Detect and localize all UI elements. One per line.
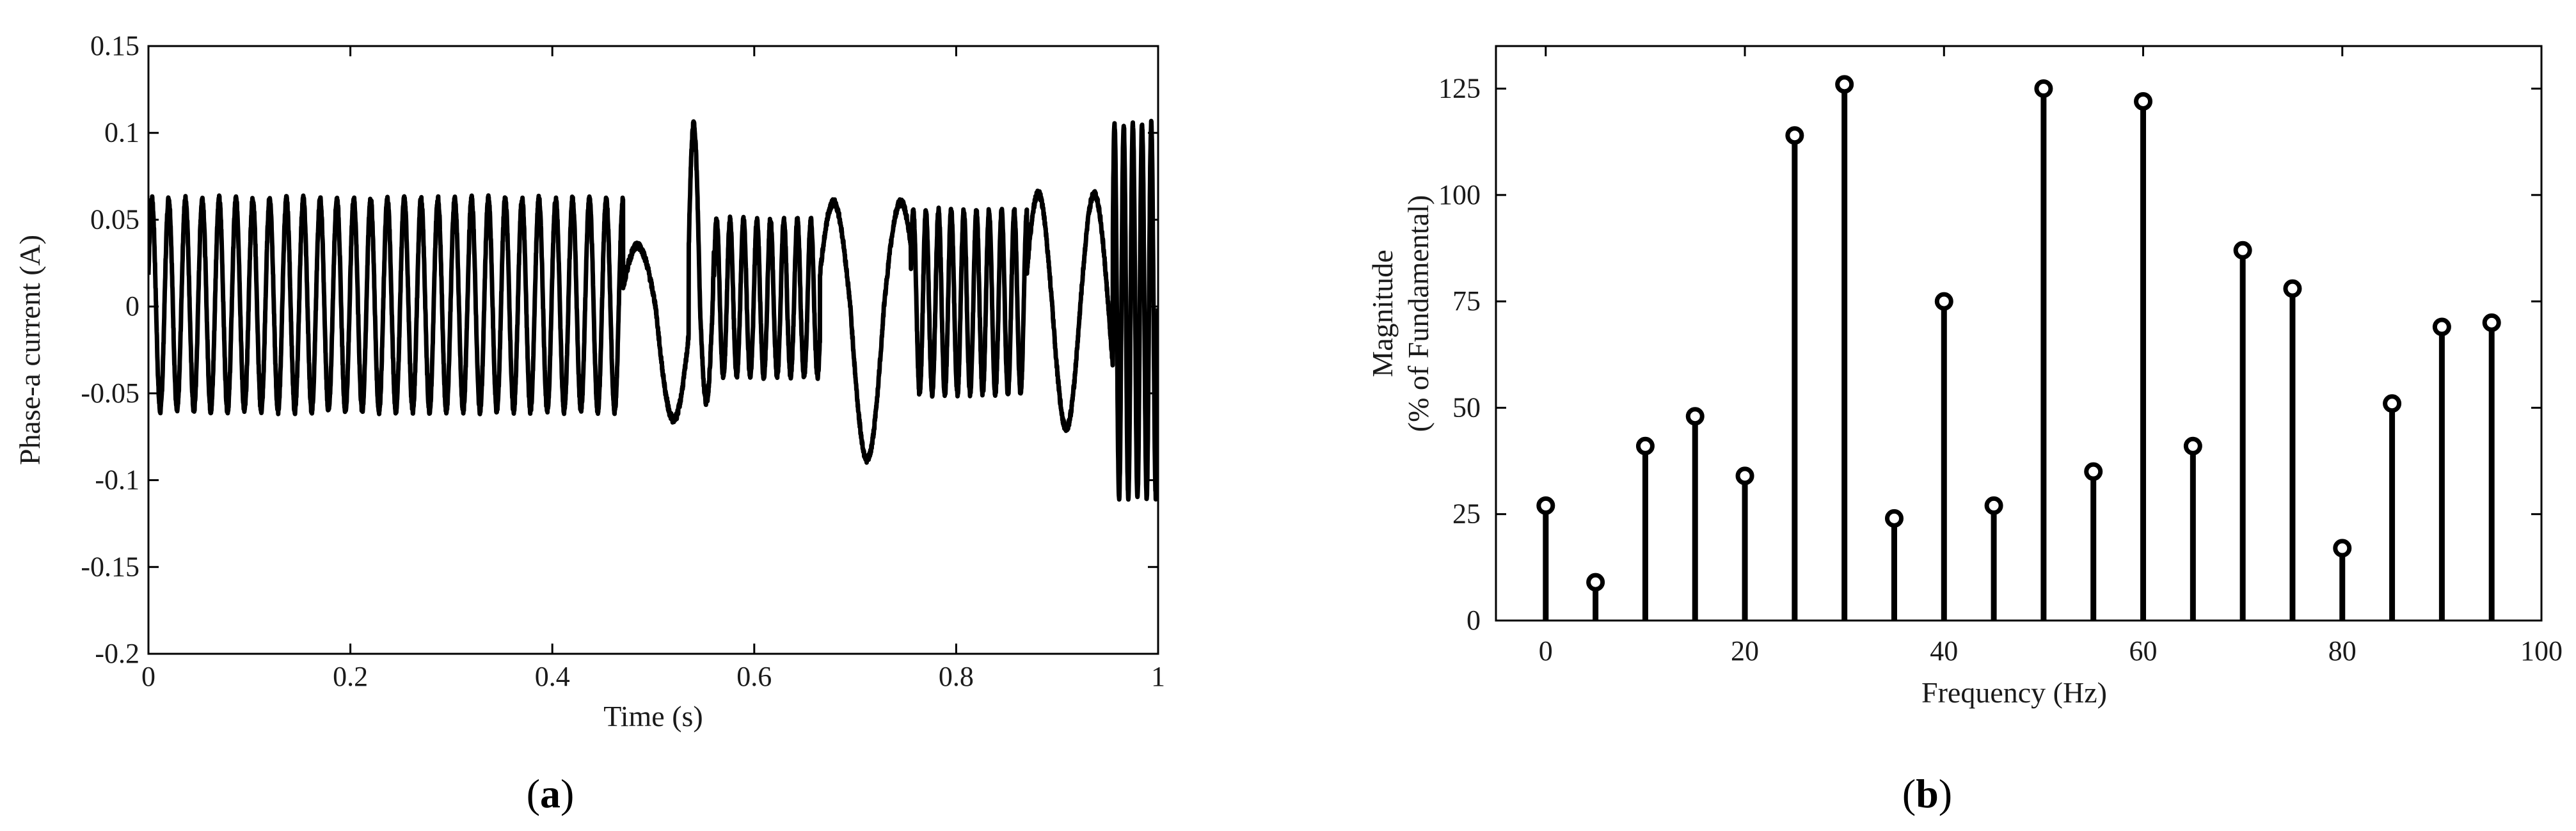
stem-marker <box>1635 436 1655 455</box>
phase-a-current-trace <box>148 118 1158 502</box>
y-tick-label: -0.15 <box>81 551 139 582</box>
x-tick-label: 40 <box>1930 635 1958 667</box>
y-tick-label: 125 <box>1438 73 1481 104</box>
y-tick-label: 0 <box>1467 605 1481 636</box>
y-tick-label: 0.15 <box>90 30 139 61</box>
stem-marker <box>1586 573 1605 592</box>
y-axis-title-b: Magnitude (% of Fundamental) <box>1366 195 1435 432</box>
time-domain-panel: 0 0.2 0.4 0.6 0.8 1 -0.2 -0.15 -0.1 -0.05 0 0.05 0.… <box>13 30 1165 816</box>
stem-marker <box>2482 313 2501 332</box>
y-tick-label: 75 <box>1452 285 1481 317</box>
y-axis-ticks-b: 0 25 50 75 100 125 <box>1438 73 2541 636</box>
x-axis-ticks-a: 0 0.2 0.4 0.6 0.8 1 <box>141 46 1165 692</box>
stem-marker <box>2432 317 2451 336</box>
x-axis-title-a: Time (s) <box>603 700 703 732</box>
x-tick-label: 0 <box>1539 635 1553 667</box>
stem-marker <box>1785 126 1804 145</box>
stem-marker <box>2283 279 2302 298</box>
y-tick-label: -0.2 <box>95 638 139 669</box>
stem-marker <box>2034 79 2053 99</box>
y-tick-label: 0 <box>125 290 139 322</box>
y-axis-title-b-line2: (% of Fundamental) <box>1402 195 1435 432</box>
panel-caption-b: (b) <box>1902 771 1952 816</box>
stem-series <box>1536 75 2501 621</box>
x-axis-ticks-b: 0 20 40 60 80 100 <box>1539 46 2563 667</box>
x-tick-label: 0 <box>141 661 155 692</box>
stem-marker <box>2383 394 2402 413</box>
y-axis-ticks-a: -0.2 -0.15 -0.1 -0.05 0 0.05 0.1 0.15 <box>81 30 1158 669</box>
stem-marker <box>2333 539 2352 558</box>
spectrum-panel: 0 20 40 60 80 100 0 25 50 75 100 125 Frequency (Hz… <box>1366 45 2563 816</box>
stem-marker <box>2183 436 2202 455</box>
stem-marker <box>1536 496 1555 515</box>
x-tick-label: 0.8 <box>939 661 974 692</box>
x-tick-label: 0.2 <box>333 661 368 692</box>
x-axis-title-b: Frequency (Hz) <box>1921 676 2107 709</box>
y-tick-label: 0.1 <box>104 117 139 148</box>
x-tick-label: 100 <box>2520 635 2563 667</box>
stem-marker <box>1735 466 1754 486</box>
plot-frame-b <box>1495 45 2543 622</box>
x-tick-label: 0.4 <box>535 661 570 692</box>
y-axis-title-b-line1: Magnitude <box>1366 249 1399 377</box>
y-tick-label: 50 <box>1452 392 1481 423</box>
x-tick-label: 60 <box>2129 635 2158 667</box>
stem-marker <box>1685 407 1705 426</box>
panel-caption-a: (a) <box>527 771 575 816</box>
y-tick-label: -0.1 <box>95 464 139 496</box>
y-tick-label: 100 <box>1438 179 1481 210</box>
y-tick-label: 25 <box>1452 498 1481 530</box>
stem-marker <box>2233 241 2252 260</box>
stem-marker <box>1934 292 1953 311</box>
y-tick-label: 0.05 <box>90 203 139 235</box>
x-tick-label: 0.6 <box>736 661 772 692</box>
stem-marker <box>1984 496 2003 515</box>
y-tick-label: -0.05 <box>81 377 139 409</box>
y-axis-title-a: Phase-a current (A) <box>13 235 46 465</box>
x-tick-label: 20 <box>1731 635 1759 667</box>
x-tick-label: 1 <box>1151 661 1165 692</box>
stem-marker <box>2084 462 2103 481</box>
stem-marker <box>1835 75 1854 94</box>
stem-marker <box>2134 91 2153 111</box>
stem-marker <box>1884 509 1904 528</box>
x-tick-label: 80 <box>2328 635 2357 667</box>
